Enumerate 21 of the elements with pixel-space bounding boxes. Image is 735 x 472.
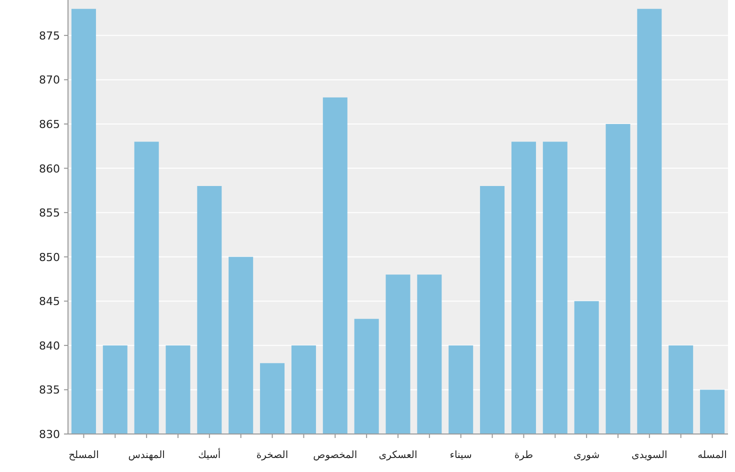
y-tick-label: 850 [39, 250, 60, 264]
y-tick-label: 830 [39, 428, 60, 441]
y-tick-label: 875 [39, 29, 60, 42]
y-tick-label: 865 [39, 118, 60, 131]
x-tick-label: المسلح [68, 450, 99, 461]
y-tick-label: 860 [39, 162, 60, 176]
y-tick-label: 840 [39, 339, 60, 352]
y-tick-label: 870 [39, 74, 60, 87]
y-tick-label: 835 [39, 384, 60, 397]
y-tick-label: 845 [39, 295, 60, 308]
x-tick-label: أسيك [198, 448, 221, 461]
x-tick-label: الصخرة [256, 450, 288, 461]
y-tick-label: 855 [39, 206, 60, 220]
x-tick-label: طرة [514, 450, 534, 461]
x-tick-label: السويدى [632, 450, 668, 461]
x-tick-label: المسله [698, 450, 727, 461]
x-tick-label: العسكرى [378, 450, 418, 461]
x-tick-label: شورى [573, 450, 600, 461]
x-tick-label: سيناء [450, 450, 472, 461]
x-tick-label: المهندس [128, 450, 165, 461]
x-tick-label: المخصوص [313, 450, 358, 461]
